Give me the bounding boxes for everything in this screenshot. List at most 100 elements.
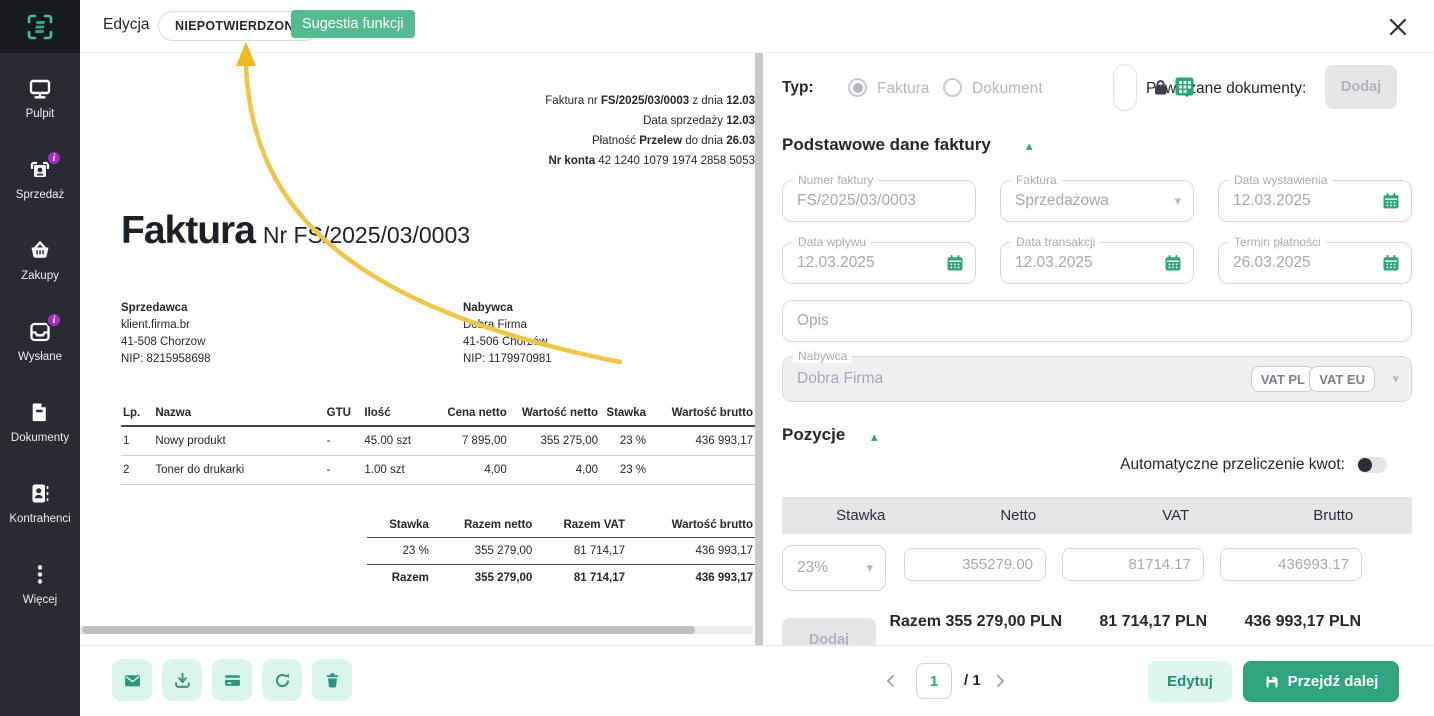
summary-header-row: Stawka Razem netto Razem VAT Wartość brutto: [367, 513, 755, 538]
page-input[interactable]: [916, 663, 952, 699]
sidebar-item-dokumenty[interactable]: Dokumenty: [0, 386, 80, 467]
sale-terminal-icon: i: [27, 150, 62, 183]
sidebar-item-sprzedaz[interactable]: i Sprzedaż: [0, 143, 80, 224]
info-badge: i: [46, 312, 62, 328]
brutto-input[interactable]: [1220, 548, 1362, 581]
add-related-document-button[interactable]: Dodaj: [1325, 65, 1397, 109]
table-row: 2 Toner do drukarki -1.00 szt 4,00 4,00 23 %: [121, 455, 755, 485]
topbar: Edycja NIEPOTWIERDZONA Sugestia funkcji: [80, 0, 1434, 53]
radio-faktura-label: Faktura: [877, 80, 930, 97]
vat-eu-button[interactable]: VAT EU: [1309, 366, 1375, 392]
table-row: 1 Nowy produkt -45.00 szt 7 895,00 355 275,…: [121, 426, 755, 456]
divider-pill: [1113, 64, 1137, 111]
invoice-preview-panel: Faktura nr FS/2025/03/0003 z dnia 12.03 …: [80, 53, 763, 645]
collapse-icon[interactable]: ▴: [1026, 138, 1033, 153]
description-field[interactable]: Opis: [782, 300, 1412, 342]
payment-deadline-field[interactable]: Termin płatności 26.03.2025: [1218, 235, 1412, 284]
refresh-icon: [275, 672, 289, 687]
monitor-icon: [27, 76, 53, 102]
netto-input[interactable]: [904, 548, 1046, 581]
payment-card-button[interactable]: [212, 659, 252, 701]
vertical-scrollbar[interactable]: [755, 53, 763, 645]
more-dots-icon: [27, 562, 53, 588]
sidebar-nav: Pulpit i Sprzedaż Zakupy i: [0, 62, 80, 629]
calendar-icon[interactable]: [1382, 192, 1400, 210]
delete-button[interactable]: [312, 659, 352, 701]
add-position-button[interactable]: Dodaj: [782, 618, 876, 645]
issue-date-field[interactable]: Data wystawienia 12.03.2025: [1218, 173, 1412, 222]
chevron-down-icon[interactable]: ▾: [1392, 371, 1399, 386]
invoice-form-panel: Typ: Faktura Dokument Powiązane dokument…: [765, 53, 1434, 645]
page-next-icon[interactable]: [995, 674, 1007, 688]
page-total-label: / 1: [964, 672, 981, 689]
summary-total-row: Razem 355 279,00 81 714,17 436 993,17: [391, 572, 753, 584]
collapse-icon[interactable]: ▴: [871, 429, 878, 444]
page-prev-icon[interactable]: [884, 674, 896, 688]
radio-dokument[interactable]: [943, 78, 962, 97]
sidebar-item-label: Więcej: [22, 594, 58, 606]
auto-calc-toggle[interactable]: [1357, 457, 1387, 473]
mode-label: Edycja: [103, 16, 150, 33]
radio-faktura[interactable]: [848, 78, 867, 97]
invoice-type-select[interactable]: Faktura Sprzedażowa ▾: [1000, 173, 1194, 222]
close-icon[interactable]: [1389, 18, 1407, 36]
sidebar-item-label: Kontrahenci: [9, 513, 71, 525]
type-label: Typ:: [782, 79, 814, 96]
chevron-down-icon: ▾: [866, 560, 873, 575]
invoice-number-field[interactable]: Numer faktury FS/2025/03/0003: [782, 173, 976, 222]
total-brutto: 436 993,17 PLN: [1244, 613, 1361, 630]
inbox-icon: i: [27, 312, 62, 345]
sidebar-item-label: Wysłane: [18, 351, 62, 363]
download-icon: [174, 672, 190, 688]
sidebar-item-label: Dokumenty: [10, 432, 70, 444]
transaction-date-field[interactable]: Data transakcji 12.03.2025: [1000, 235, 1194, 284]
invoice-page: Faktura nr FS/2025/03/0003 z dnia 12.03 …: [80, 53, 755, 645]
sidebar-item-wiecej[interactable]: Więcej: [0, 548, 80, 629]
email-button[interactable]: [112, 659, 152, 701]
basket-icon: [27, 238, 53, 264]
edit-button[interactable]: Edytuj: [1148, 661, 1232, 702]
continue-button-label: Przejdź dalej: [1287, 673, 1379, 690]
contacts-icon: [27, 481, 53, 507]
document-icon: [27, 400, 53, 426]
sidebar-item-label: Zakupy: [21, 270, 59, 282]
invoice-meta-line: Nr konta 42 1240 1079 1974 2858 5053: [548, 155, 755, 167]
refresh-button[interactable]: [262, 659, 302, 701]
invoice-title: Faktura Nr FS/2025/03/0003: [121, 209, 471, 252]
calendar-icon[interactable]: [1382, 254, 1400, 272]
save-icon: [1266, 676, 1278, 687]
vat-rate-select[interactable]: 23% ▾: [782, 545, 886, 591]
sidebar-item-kontrahenci[interactable]: Kontrahenci: [0, 467, 80, 548]
grid-icon: [1174, 76, 1195, 102]
sidebar-item-pulpit[interactable]: Pulpit: [0, 62, 80, 143]
radio-dokument-label: Dokument: [972, 80, 1043, 97]
app-logo[interactable]: [0, 0, 80, 53]
buyer-block: Nabywca Dobra Firma 41-506 Chorzów NIP: …: [463, 302, 552, 365]
calendar-icon[interactable]: [1164, 254, 1182, 272]
receipt-date-field[interactable]: Data wpływu 12.03.2025: [782, 235, 976, 284]
vat-pl-button[interactable]: VAT PL: [1250, 366, 1315, 392]
footer-bar: / 1 Edytuj Przejdź dalej: [80, 645, 1434, 716]
scan-logo-icon: [27, 14, 53, 39]
invoice-meta-line: Faktura nr FS/2025/03/0003 z dnia 12.03: [545, 95, 755, 107]
auto-calc-label: Automatyczne przeliczenie kwot:: [1120, 456, 1345, 473]
feature-suggestion-badge[interactable]: Sugestia funkcji: [291, 10, 415, 38]
horizontal-scrollbar-thumb[interactable]: [82, 626, 695, 634]
calendar-icon[interactable]: [946, 254, 964, 272]
buyer-field[interactable]: Nabywca Dobra Firma VAT PL VAT EU ▾: [782, 349, 1412, 402]
download-button[interactable]: [162, 659, 202, 701]
sidebar-item-wyslane[interactable]: i Wysłane: [0, 305, 80, 386]
invoice-meta: Faktura nr FS/2025/03/0003 z dnia 12.03 …: [200, 91, 755, 171]
vat-input[interactable]: [1062, 548, 1204, 581]
invoice-meta-line: Data sprzedaży 12.03: [643, 115, 755, 127]
invoice-summary-table: Stawka Razem netto Razem VAT Wartość brutto…: [367, 513, 755, 591]
positions-header-row: Stawka Netto VAT Brutto: [782, 497, 1412, 534]
sidebar: Pulpit i Sprzedaż Zakupy i: [0, 0, 80, 716]
summary-row: 23 % 355 279,00 81 714,17 436 993,17: [367, 537, 755, 565]
items-header-row: Lp. Nazwa GTU Ilość Cena netto Wartość netto…: [121, 401, 755, 427]
section-positions-title: Pozycje: [782, 425, 846, 444]
sidebar-item-zakupy[interactable]: Zakupy: [0, 224, 80, 305]
continue-button[interactable]: Przejdź dalej: [1243, 661, 1399, 702]
envelope-icon: [124, 674, 140, 686]
